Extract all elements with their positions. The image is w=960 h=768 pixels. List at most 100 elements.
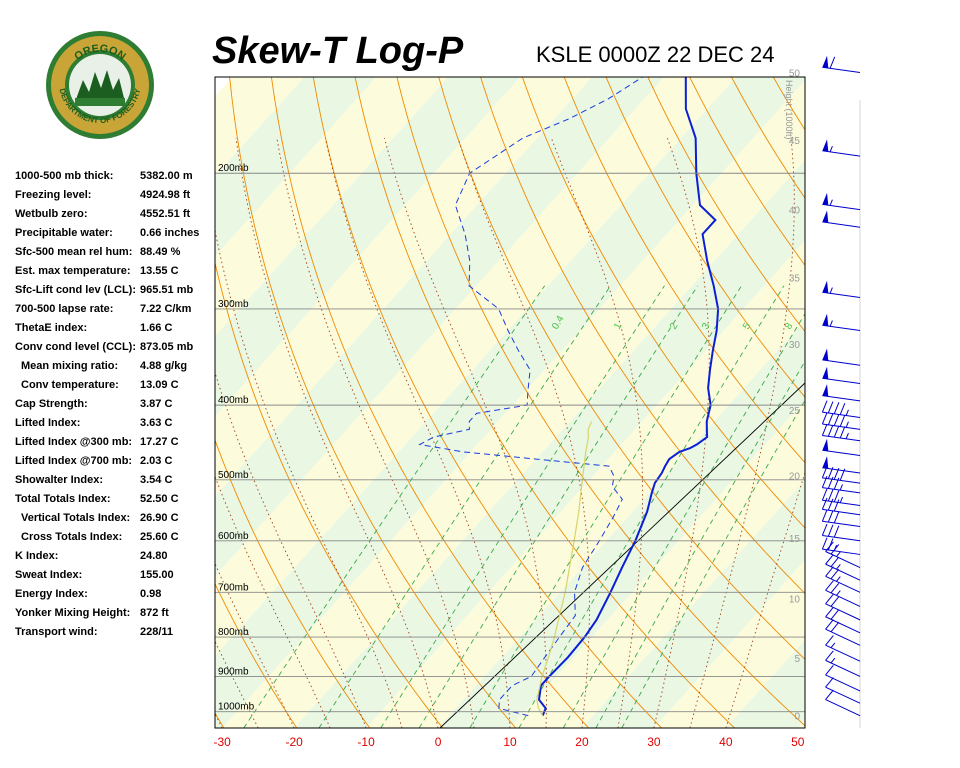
wind-barb-half [845, 409, 849, 416]
isobar-label: 900mb [218, 666, 249, 677]
wind-barb [822, 366, 861, 385]
wind-barb-full [825, 580, 834, 591]
wind-barb-full [821, 523, 828, 536]
wind-barb-staff [825, 616, 861, 634]
wind-barb-full [830, 556, 840, 567]
wind-barb-half [830, 657, 836, 664]
index-label: Mean mixing ratio: [21, 360, 119, 372]
index-label: Lifted Index @300 mb: [15, 436, 133, 448]
wind-barb-full [839, 414, 846, 427]
moist-adiabat [215, 475, 331, 728]
dry-adiabat [941, 77, 960, 728]
isobar-label: 200mb [218, 163, 249, 174]
wind-barb-full [839, 468, 846, 481]
wind-barb [825, 677, 861, 704]
wind-barb-flag [822, 384, 829, 397]
index-value: 5382.00 m [140, 170, 193, 182]
index-label: Precipitable water: [15, 227, 113, 239]
wind-barb-staff [822, 395, 861, 402]
wind-barb-full [825, 677, 834, 688]
wind-barb-full [830, 544, 840, 555]
mixing-ratio-label: 3 [700, 321, 713, 332]
isobar-label: 600mb [218, 531, 249, 542]
mixing-ratio-line [621, 399, 805, 728]
moist-adiabat [215, 228, 403, 728]
wind-barb-flag [822, 348, 829, 361]
index-row: Lifted Index: 3.63 C [15, 414, 215, 433]
height-tick-label: 20 [789, 472, 801, 483]
wind-barb-full [827, 538, 834, 551]
wind-barb [825, 664, 861, 692]
wind-barb-half [829, 145, 833, 153]
wind-barb-flag [822, 366, 829, 380]
wind-barb-half [836, 590, 841, 596]
index-label: Energy Index: [15, 588, 88, 600]
reference-line [439, 382, 805, 728]
mixing-ratio-label: 5 [741, 321, 754, 332]
index-label: Freezing level: [15, 189, 92, 201]
wind-barb-full [821, 423, 828, 436]
wind-barb-full [827, 489, 834, 502]
wind-barb [825, 566, 861, 593]
isotherm-band [215, 77, 805, 728]
index-row: Conv cond level (CCL): 873.05 mb [15, 338, 215, 357]
index-value: 1.66 C [140, 322, 173, 334]
wind-barb [825, 606, 861, 634]
x-tick-label: 30 [647, 735, 661, 749]
height-tick-label: 5 [794, 654, 800, 665]
height-axis-label: Height (1000ft) [784, 80, 794, 140]
wind-barb-staff [822, 467, 861, 474]
index-label: Cross Totals Index: [21, 531, 123, 543]
wind-barb-full [821, 537, 828, 550]
wind-barb-full [821, 466, 828, 479]
wind-barb-full [827, 510, 834, 523]
wind-barb-flag [822, 192, 829, 206]
wind-barb-staff [822, 291, 861, 299]
moist-adiabat [215, 562, 295, 728]
moist-adiabat [550, 137, 644, 728]
index-label: Yonker Mixing Height: [15, 607, 131, 619]
x-tick-label: -10 [357, 735, 375, 749]
wind-barb-full [833, 499, 840, 512]
x-tick-label: 50 [791, 735, 805, 749]
temperature-profile-line [537, 77, 720, 717]
mixing-ratio-line [380, 285, 665, 728]
wind-barb-full [839, 426, 846, 439]
wind-barb-staff [822, 377, 861, 385]
index-value: 873.05 mb [140, 341, 194, 353]
index-value: 88.49 % [140, 246, 181, 258]
wind-barb [821, 412, 861, 430]
wind-barb-full [833, 511, 840, 524]
isobar-label: 800mb [218, 627, 249, 638]
wind-barb-full [825, 554, 834, 565]
index-row: Mean mixing ratio: 4.88 g/kg [15, 357, 215, 376]
wind-barb-staff [825, 699, 861, 717]
height-tick-label: 25 [789, 406, 801, 417]
mixing-ratio-line [595, 360, 805, 728]
index-row: Showalter Index: 3.54 C [15, 471, 215, 490]
wind-barb-staff [825, 603, 861, 621]
mixing-ratio-label: 8 [783, 321, 796, 332]
wind-barb-full [833, 477, 840, 490]
wind-barb-full [830, 621, 840, 633]
height-tick-label: 40 [789, 206, 801, 217]
moist-adiabat [276, 137, 475, 728]
index-label: Transport wind: [15, 626, 98, 638]
index-row: Vertical Totals Index: 26.90 C [15, 509, 215, 528]
wind-barb-full [821, 400, 828, 413]
index-label: K Index: [15, 550, 59, 562]
index-row: Precipitable water: 0.66 inches [15, 224, 215, 243]
wind-barb-half [839, 496, 843, 503]
index-value: 4552.51 ft [140, 208, 191, 220]
mixing-ratio-line [418, 285, 699, 728]
index-value: 3.87 C [140, 398, 173, 410]
index-row: Transport wind: 228/11 [15, 623, 215, 642]
index-label: Vertical Totals Index: [21, 512, 131, 524]
wind-barb-full [833, 425, 840, 438]
isotherm-band [725, 640, 805, 728]
height-tick-label: 30 [789, 340, 801, 351]
index-row: Freezing level: 4924.98 ft [15, 186, 215, 205]
height-tick-label: 15 [789, 534, 801, 545]
wind-barb-full [839, 403, 846, 415]
isobar-label: 400mb [218, 395, 249, 406]
